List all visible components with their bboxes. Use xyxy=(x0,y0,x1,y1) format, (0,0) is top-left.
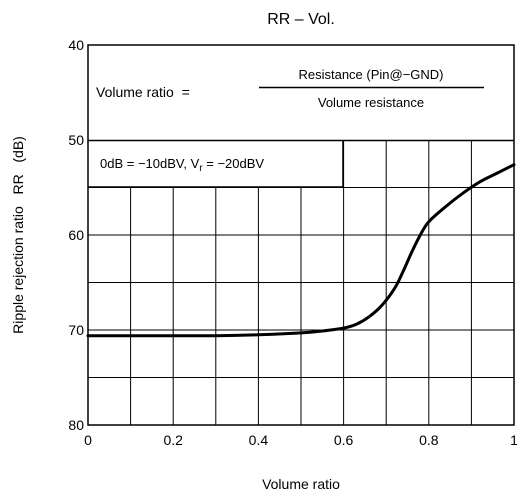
condition-suffix: = −20dBV xyxy=(203,156,265,171)
x-tick-label: 1 xyxy=(510,432,517,448)
x-tick-label: 0.2 xyxy=(163,432,183,448)
y-tick-label: 50 xyxy=(68,132,84,148)
x-tick-label: 0.8 xyxy=(419,432,439,448)
condition-prefix: 0dB = −10dBV, V xyxy=(100,156,200,171)
x-tick-label: 0.4 xyxy=(249,432,269,448)
formula-label: Volume ratio = xyxy=(96,84,190,100)
y-tick-label: 60 xyxy=(68,227,84,243)
x-tick-label: 0.6 xyxy=(334,432,354,448)
formula-denominator: Volume resistance xyxy=(318,95,424,110)
condition-subscript: r xyxy=(199,163,203,174)
formula-numerator: Resistance (Pin@−GND) xyxy=(298,67,443,82)
y-tick-label: 40 xyxy=(68,37,84,53)
condition-box-border xyxy=(88,140,344,188)
chart-title: RR – Vol. xyxy=(267,11,335,28)
series-line-rr xyxy=(86,163,516,338)
x-tick-label: 0 xyxy=(84,432,92,448)
formula-box xyxy=(88,45,514,140)
tick-labels: 0 0.2 0.4 0.6 0.8 1 40 50 60 70 80 xyxy=(68,37,517,448)
condition-note: 0dB = −10dBV, Vr = −20dBV xyxy=(100,156,264,174)
y-axis-label: Ripple rejection ratio RR (dB) xyxy=(10,136,26,334)
y-tick-label: 70 xyxy=(68,322,84,338)
y-tick-label: 80 xyxy=(68,417,84,433)
x-axis-label: Volume ratio xyxy=(262,476,340,492)
plot-frame xyxy=(87,44,515,426)
condition-box xyxy=(88,140,343,187)
